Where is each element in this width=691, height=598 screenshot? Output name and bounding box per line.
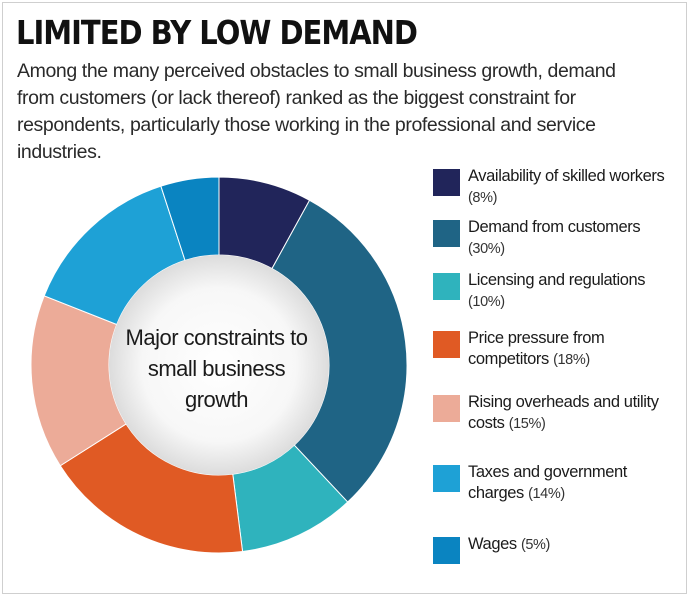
donut-center-label: Major constraints to small business grow… (125, 325, 308, 412)
legend-swatch (433, 537, 460, 564)
legend-percent: (5%) (520, 537, 550, 553)
legend-percent: (18%) (553, 352, 590, 368)
legend-percent: (30%) (468, 241, 505, 257)
legend-swatch (433, 169, 460, 196)
legend-label: Availability of skilled workers (468, 167, 665, 185)
legend-swatch (433, 395, 460, 422)
chart-subtitle: Among the many perceived obstacles to sm… (17, 60, 616, 163)
legend-swatch (433, 220, 460, 247)
legend-label: Demand from customers (468, 218, 641, 236)
legend-percent: (15%) (508, 416, 546, 432)
legend-percent: (8%) (468, 190, 498, 206)
legend-label: Wages (468, 535, 517, 553)
legend-percent: (14%) (528, 486, 565, 502)
legend-percent: (10%) (468, 294, 505, 310)
legend-label: Taxes and government charges (468, 463, 627, 502)
legend-label: Price pressure from competitors (468, 329, 605, 368)
legend-label: Rising overheads and utility costs (468, 393, 659, 432)
legend-label: Licensing and regulations (468, 271, 646, 289)
legend-swatch (433, 331, 460, 358)
legend-swatch (433, 465, 460, 492)
chart-title: LIMITED BY LOW DEMAND (16, 14, 418, 53)
legend-swatch (433, 273, 460, 300)
